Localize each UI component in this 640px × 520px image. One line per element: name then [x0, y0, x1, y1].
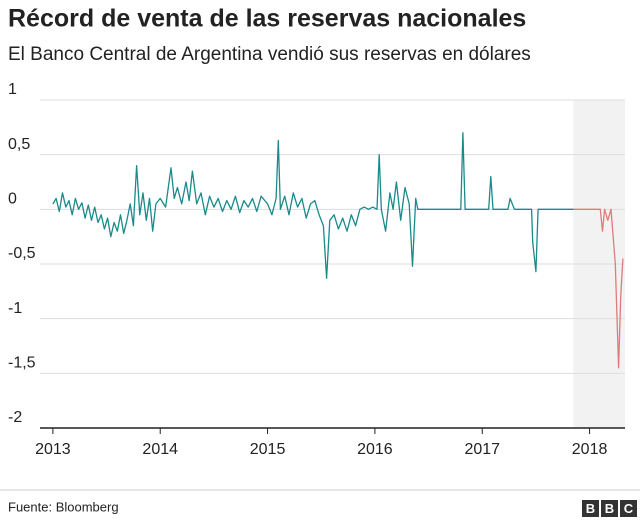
- chart-title: Récord de venta de las reservas nacional…: [8, 5, 526, 33]
- logo-letter: C: [624, 501, 634, 516]
- y-tick-label: -0,5: [8, 245, 36, 262]
- y-tick-label: -1: [8, 300, 22, 317]
- x-tick-label: 2017: [464, 441, 500, 458]
- logo-box: [582, 500, 599, 517]
- source: Fuente: Bloomberg: [8, 499, 119, 514]
- x-tick-label: 2015: [250, 441, 286, 458]
- y-tick-label: -1,5: [8, 355, 36, 372]
- series-line: [573, 208, 624, 369]
- logo-box: [601, 500, 618, 517]
- x-tick-label: 2013: [35, 441, 71, 458]
- y-tick-label: 1: [8, 81, 17, 98]
- y-tick-label: 0: [8, 191, 17, 208]
- logo-box: [620, 500, 637, 517]
- y-tick-label: -2: [8, 409, 22, 426]
- series-line: [52, 132, 574, 279]
- chart-subtitle: El Banco Central de Argentina vendió sus…: [8, 44, 531, 65]
- y-tick-label: 0,5: [8, 136, 30, 153]
- x-tick-label: 2014: [142, 441, 178, 458]
- logo-letter: B: [586, 501, 595, 516]
- x-tick-label: 2016: [357, 441, 393, 458]
- x-tick-label: 2018: [572, 441, 608, 458]
- logo-letter: B: [605, 501, 614, 516]
